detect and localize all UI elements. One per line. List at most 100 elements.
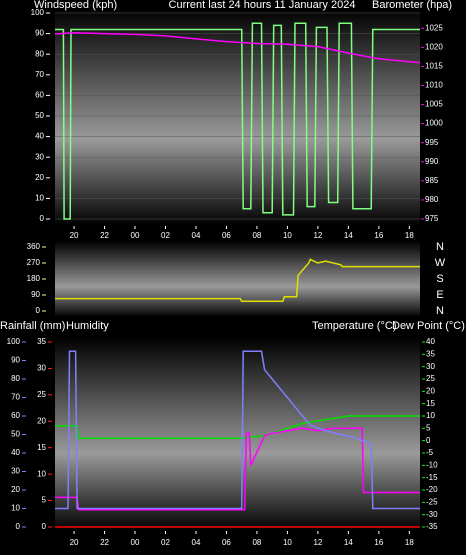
y2-tick-label: 975 xyxy=(425,214,439,223)
y2-tick-label: S xyxy=(436,273,443,285)
x-tick-label: 12 xyxy=(313,538,322,547)
y-tick-label: 100 xyxy=(31,8,45,17)
y2-tick-label: 1010 xyxy=(425,81,443,90)
y-tick-label: 100 xyxy=(7,337,21,346)
y-tick-label: 20 xyxy=(35,173,44,182)
y2-tick-label: N xyxy=(436,305,444,317)
y3-tick-label: 5 xyxy=(42,496,47,505)
y-label: Windspeed (kph) xyxy=(34,0,117,11)
series-line xyxy=(55,427,420,511)
x-tick-label: 22 xyxy=(100,231,109,240)
x-tick-label: 08 xyxy=(252,538,261,547)
y-tick-label: 30 xyxy=(11,467,20,476)
x-tick-label: 20 xyxy=(70,231,79,240)
y3-tick-label: 35 xyxy=(37,337,46,346)
y-tick-label: 50 xyxy=(35,111,44,120)
y2-tick-label: 25 xyxy=(426,374,435,383)
x-tick-label: 04 xyxy=(192,231,201,240)
x-tick-label: 16 xyxy=(374,231,383,240)
y2-tick-label: -30 xyxy=(426,510,438,519)
x-tick-label: 10 xyxy=(283,538,292,547)
y-tick-label: 70 xyxy=(11,393,20,402)
y-tick-label: 50 xyxy=(11,430,20,439)
y3-tick-label: 30 xyxy=(37,364,46,373)
y2-label: Temperature (°C) xyxy=(312,320,396,332)
series-line xyxy=(54,32,421,64)
y2-tick-label: 5 xyxy=(426,423,431,432)
y2-tick-label: -25 xyxy=(426,497,438,506)
plot-background xyxy=(55,337,420,531)
x-tick-label: 04 xyxy=(192,538,201,547)
y-tick-label: 40 xyxy=(35,132,44,141)
y2-tick-label: N xyxy=(436,241,444,253)
x-tick-label: 08 xyxy=(252,231,261,240)
x-tick-label: 14 xyxy=(344,538,353,547)
y2-tick-label: 985 xyxy=(425,176,439,185)
y3-tick-label: 0 xyxy=(42,522,47,531)
y3-tick-label: 25 xyxy=(37,390,46,399)
y-tick-label: 20 xyxy=(11,485,20,494)
title: Current last 24 hours 11 January 2024 xyxy=(169,0,356,11)
y2-tick-label: 1015 xyxy=(425,62,443,71)
y3-tick-label: 20 xyxy=(37,416,46,425)
y2-tick-label: -35 xyxy=(426,522,438,531)
y2-tick-label: -10 xyxy=(426,460,438,469)
series-line xyxy=(55,22,420,220)
y2-tick-label: -5 xyxy=(426,448,434,457)
series-line xyxy=(55,350,420,510)
y2-tick-label: 10 xyxy=(426,411,435,420)
y-tick-label: 0 xyxy=(40,214,45,223)
y2-tick-label: 1005 xyxy=(425,100,443,109)
y3-tick-label: 15 xyxy=(37,443,46,452)
y2-tick-label: 1025 xyxy=(425,23,443,32)
series-line xyxy=(55,415,420,439)
y2-tick-label: E xyxy=(436,289,443,301)
y-tick-label: 80 xyxy=(11,374,20,383)
y2-tick-label: 980 xyxy=(425,195,439,204)
y4-label: Dew Point (°C) xyxy=(392,320,465,332)
y-tick-label: 180 xyxy=(27,274,41,283)
y-tick-label: 90 xyxy=(11,356,20,365)
y2-tick-label: W xyxy=(435,257,446,269)
y-tick-label: 60 xyxy=(11,411,20,420)
y-tick-label: 270 xyxy=(27,258,41,267)
x-tick-label: 18 xyxy=(405,231,414,240)
y2-tick-label: -20 xyxy=(426,485,438,494)
y2-tick-label: 30 xyxy=(426,362,435,371)
y-tick-label: 0 xyxy=(36,306,41,315)
y2-tick-label: 15 xyxy=(426,399,435,408)
y2-tick-label: -15 xyxy=(426,473,438,482)
y2-label: Barometer (hpa) xyxy=(372,0,452,11)
y-tick-label: 90 xyxy=(35,29,44,38)
x-tick-label: 00 xyxy=(131,231,140,240)
x-tick-label: 06 xyxy=(222,538,231,547)
y3-label: Rainfall (mm) xyxy=(0,320,65,332)
x-tick-label: 22 xyxy=(100,538,109,547)
x-tick-label: 02 xyxy=(161,538,170,547)
y3-tick-label: 10 xyxy=(37,469,46,478)
y-tick-label: 360 xyxy=(27,242,41,251)
x-tick-label: 10 xyxy=(283,231,292,240)
x-tick-label: 18 xyxy=(405,538,414,547)
y2-tick-label: 20 xyxy=(426,386,435,395)
plot-background xyxy=(55,8,420,226)
y-tick-label: 10 xyxy=(35,194,44,203)
y-tick-label: 60 xyxy=(35,91,44,100)
x-tick-label: 16 xyxy=(374,538,383,547)
x-tick-label: 06 xyxy=(222,231,231,240)
x-tick-label: 20 xyxy=(70,538,79,547)
y2-tick-label: 0 xyxy=(426,436,431,445)
y-tick-label: 40 xyxy=(11,448,20,457)
y-tick-label: 0 xyxy=(16,522,21,531)
x-tick-label: 00 xyxy=(131,538,140,547)
y2-tick-label: 995 xyxy=(425,138,439,147)
y2-tick-label: 1000 xyxy=(425,119,443,128)
y-tick-label: 70 xyxy=(35,70,44,79)
y2-tick-label: 35 xyxy=(426,349,435,358)
y-tick-label: 80 xyxy=(35,49,44,58)
x-tick-label: 14 xyxy=(344,231,353,240)
y2-tick-label: 40 xyxy=(426,337,435,346)
plot-background xyxy=(55,241,420,317)
x-tick-label: 12 xyxy=(313,231,322,240)
